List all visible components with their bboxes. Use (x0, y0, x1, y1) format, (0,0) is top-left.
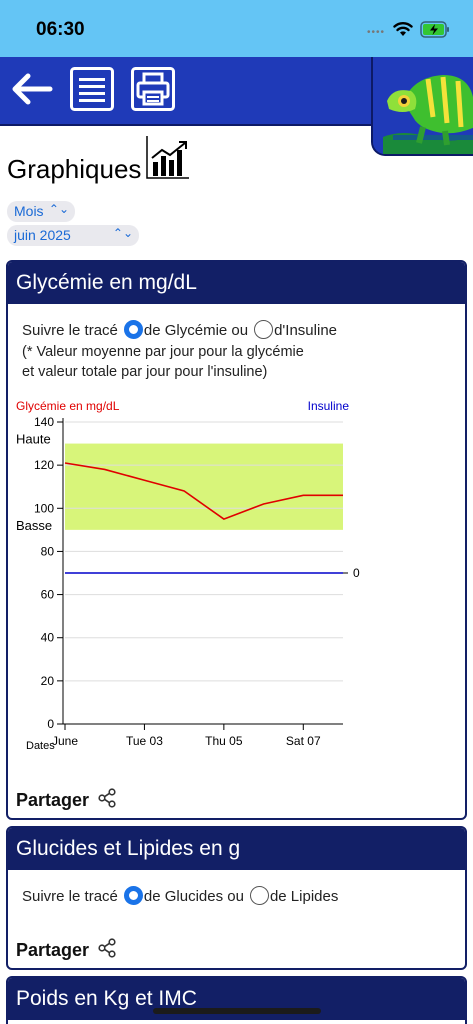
carbs-option-label[interactable]: de Glucides ou (143, 888, 244, 905)
y-tick-label: 40 (41, 631, 55, 645)
chameleon-mascot (371, 57, 473, 156)
y-tick-label: 80 (41, 544, 55, 558)
chevron-up-down-icon: ⌃⌄ (112, 226, 133, 240)
glycemia-chart: 0 20 40 60 80 100 120 140 Glycémie en mg/dL Insul… (16, 399, 360, 752)
signal-icon: •••• (367, 27, 386, 38)
printer-icon[interactable] (130, 66, 176, 112)
period-picker-value: Mois (14, 203, 44, 219)
chevron-up-down-icon: ⌃⌄ (48, 202, 69, 216)
right-axis-label: Insuline (308, 399, 350, 413)
trace-prefix-2: Suivre le tracé (22, 888, 118, 905)
period-picker[interactable]: Mois ⌃⌄ (7, 201, 75, 222)
share-icon (98, 938, 116, 958)
glycemia-card: Glycémie en mg/dL Suivre le tracé de Glyc… (6, 260, 467, 820)
y-tick-label: 0 (47, 717, 54, 731)
y-tick-label: 20 (41, 674, 55, 688)
insulin-option-label[interactable]: d'Insuline (274, 322, 338, 339)
x-tick-label: Tue 03 (126, 734, 163, 748)
share-button[interactable]: Partager (16, 788, 116, 811)
target-band (65, 443, 343, 530)
lipids-radio[interactable] (249, 886, 269, 905)
date-picker-value: juin 2025 (14, 227, 71, 243)
x-tick-label: Sat 07 (286, 734, 321, 748)
carbs-radio[interactable] (123, 886, 143, 905)
weight-bmi-card: Poids en Kg et IMC (6, 976, 467, 1024)
share-button-2[interactable]: Partager (16, 938, 116, 961)
status-time: 06:30 (36, 19, 85, 40)
battery-charging-icon (420, 21, 449, 38)
glycemia-card-header: Glycémie en mg/dL (8, 262, 465, 304)
carbs-lipids-card: Glucides et Lipides en g Suivre le tracé… (6, 826, 467, 970)
glycemia-line (64, 462, 343, 520)
lipids-option-label[interactable]: de Lipides (269, 888, 339, 905)
chart-note-line1: (* Valeur moyenne par jour pour la glycé… (22, 344, 304, 360)
y-tick-label: 100 (34, 501, 54, 515)
wifi-icon (393, 22, 413, 36)
y-tick-label: 60 (41, 588, 55, 602)
share-label-2: Partager (16, 940, 90, 960)
bar-chart-icon (146, 136, 189, 179)
chart-note-line2: et valeur totale par jour pour l'insulin… (22, 364, 268, 380)
status-bar: 06:30 •••• (0, 0, 473, 57)
back-arrow-icon[interactable] (8, 66, 54, 112)
share-label: Partager (16, 790, 90, 810)
share-icon (98, 788, 116, 808)
carbs-lipids-card-header: Glucides et Lipides en g (8, 828, 465, 870)
trace-selector-2: Suivre le tracé de Glucides ou de Lipides (22, 886, 338, 905)
list-icon[interactable] (69, 66, 115, 112)
toolbar-divider (0, 124, 371, 126)
x-axis-label: Dates (26, 740, 55, 752)
y-tick-label: 140 (34, 415, 54, 429)
chart-note: (* Valeur moyenne par jour pour la glycé… (22, 342, 304, 382)
trace-selector: Suivre le tracé de Glycémie ou d'Insuline (22, 320, 337, 339)
band-high-label: Haute (16, 432, 51, 447)
insulin-radio[interactable] (254, 320, 274, 339)
x-tick-label: June (52, 734, 78, 748)
band-low-label: Basse (16, 518, 52, 533)
x-tick-label: Thu 05 (205, 734, 243, 748)
y-tick-label: 120 (34, 458, 54, 472)
page-title: Graphiques (7, 154, 142, 184)
glycemia-option-label[interactable]: de Glycémie ou (143, 322, 249, 339)
glycemia-radio[interactable] (123, 320, 143, 339)
left-axis-label: Glycémie en mg/dL (16, 399, 120, 413)
right-tick-label: 0 (353, 566, 360, 580)
home-indicator (153, 1008, 321, 1014)
date-picker[interactable]: juin 2025 ⌃⌄ (7, 225, 139, 246)
trace-prefix: Suivre le tracé (22, 322, 118, 339)
